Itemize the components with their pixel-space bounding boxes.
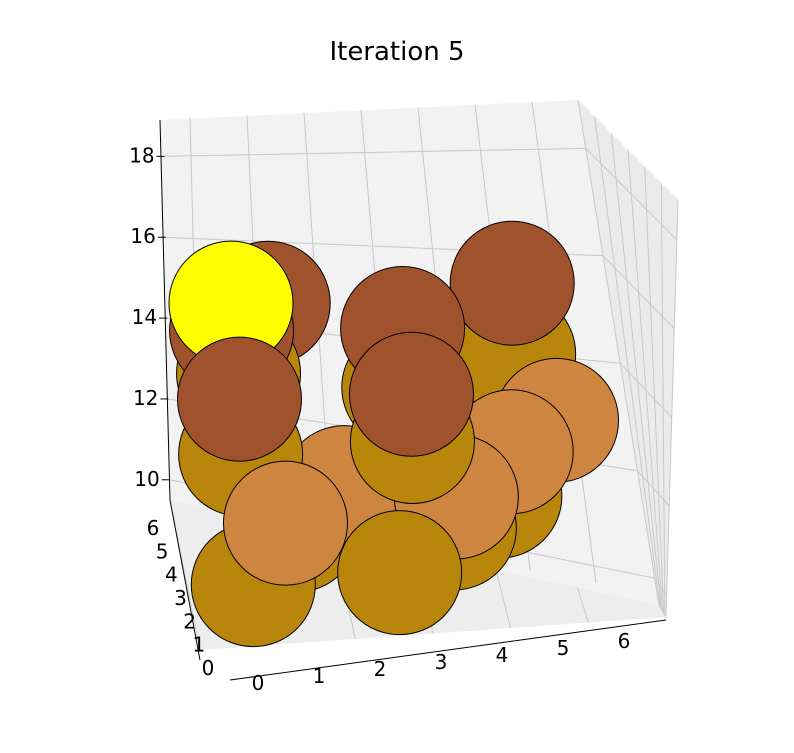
grid-line-y [610,133,662,610]
grid-line-z [160,147,586,157]
chart-title: Iteration 5 [329,37,464,67]
z-tick-label: 14 [132,305,157,329]
z-tick-label: 12 [133,386,158,410]
y-tick-label: 5 [156,539,169,563]
data-point-sphere [177,336,302,462]
data-point-sphere [348,331,474,457]
y-tick-label: 2 [183,609,196,633]
y-axis-line [169,499,201,661]
x-tick-label: 5 [557,636,570,660]
data-point-sphere [223,460,348,586]
grid-line-y [644,166,665,614]
grid-line-floor [577,587,589,623]
z-axis-line [159,119,171,501]
grid-line-floor [495,569,512,629]
grid-line-y [665,199,679,618]
y-tick-label: 1 [192,633,205,657]
grid-line-z-right [637,470,670,507]
x-axis-line [229,619,667,681]
grid-line-z-right [619,362,673,418]
data-points [168,220,620,648]
y-tick-label: 3 [174,586,187,610]
grid-line-z-right [602,255,675,329]
grid-line-y [627,149,663,612]
grid-line-y [577,99,660,606]
grid-line-y [660,183,666,616]
axis-lines [159,119,667,681]
x-tick-label: 2 [374,657,387,681]
grid-line-z-right [585,147,678,241]
z-tick-label: 18 [129,143,154,167]
y-tick-label: 4 [165,563,178,587]
y-tick-label: 0 [202,656,215,680]
x-tick-label: 6 [618,629,631,653]
y-tick-label: 6 [147,516,160,540]
x-tick-label: 3 [435,650,448,674]
grid-line-floor [658,604,667,618]
grid-line-z-right [654,577,668,596]
grid-line-y [594,116,661,608]
data-point-sphere [337,510,463,636]
x-tick-label: 1 [313,664,326,688]
x-tick-label: 0 [252,671,265,695]
x-tick-label: 4 [496,643,509,667]
z-tick-label: 10 [134,467,159,491]
data-point-sphere [449,220,575,346]
z-tick-label: 16 [130,224,155,248]
